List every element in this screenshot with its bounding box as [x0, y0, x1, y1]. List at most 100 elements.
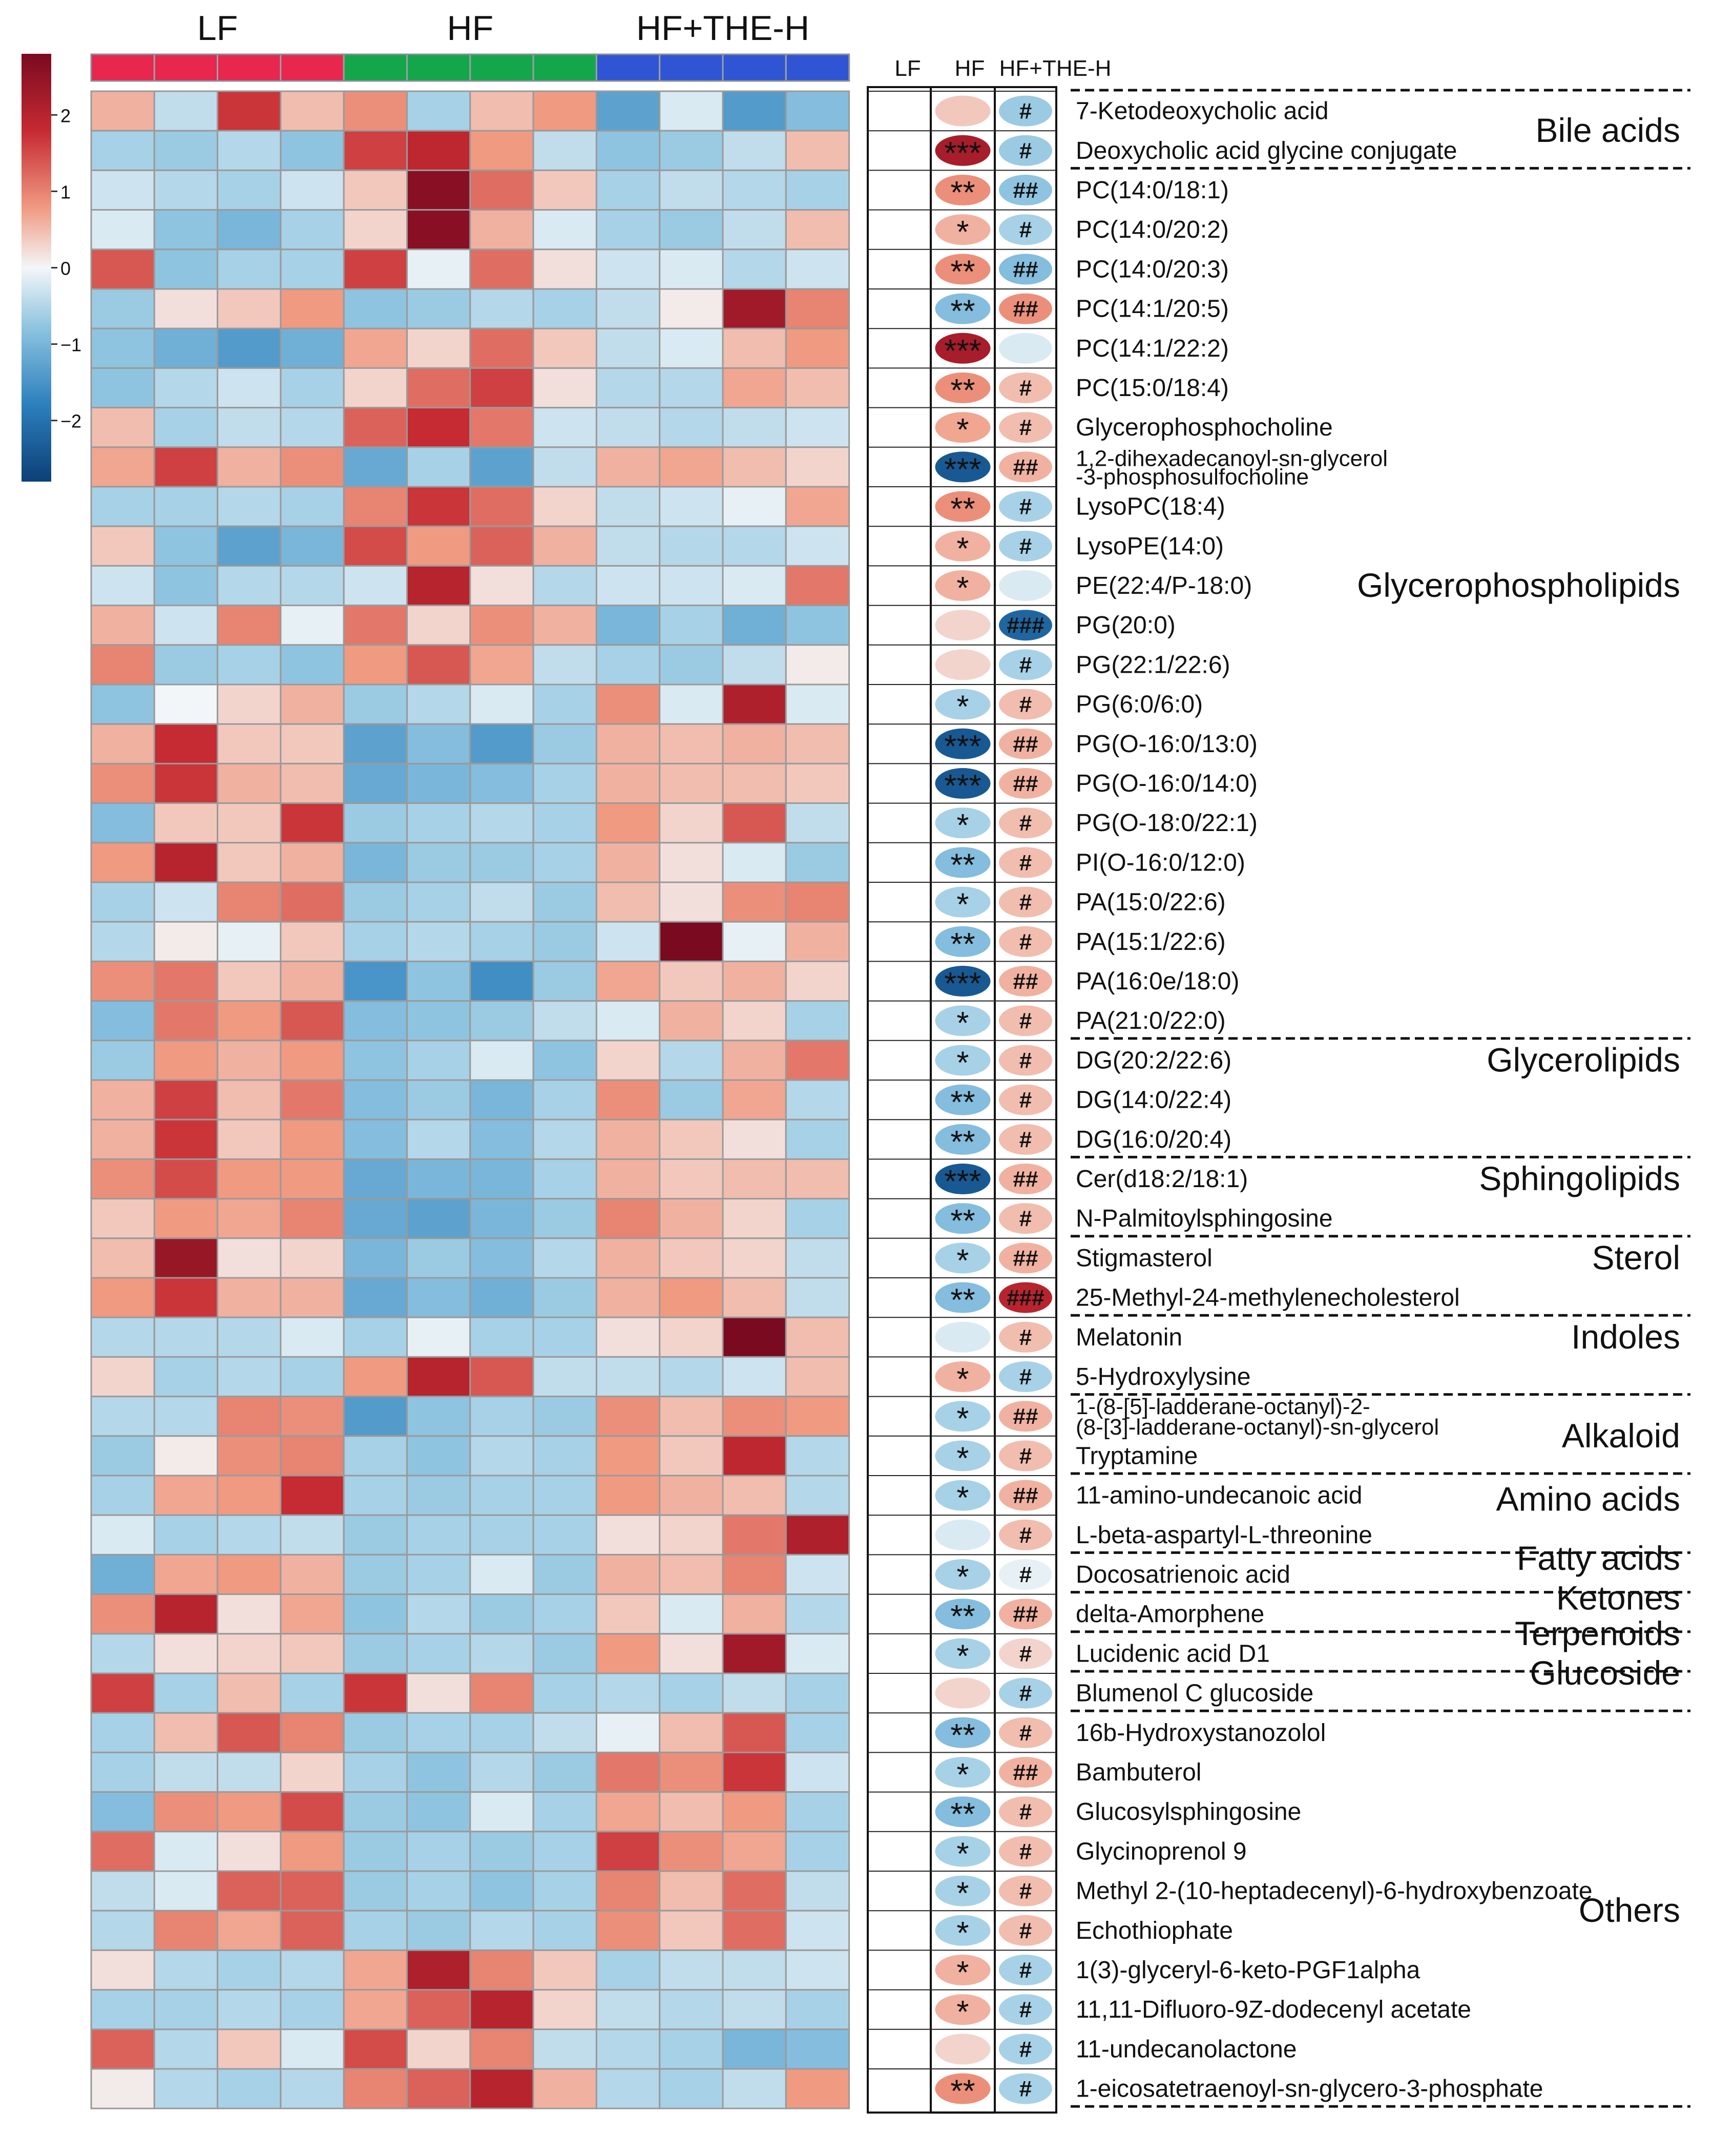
heatmap-cell — [90, 881, 155, 923]
heatmap-cell — [532, 1553, 597, 1595]
heatmap-cell — [595, 762, 661, 804]
sig-the-mark: ## — [1013, 771, 1038, 796]
heatmap-cell — [406, 2028, 471, 2070]
sig-the-ellipse — [999, 451, 1052, 483]
heatmap-cell — [90, 1989, 155, 2030]
heatmap-cell — [406, 1237, 471, 1279]
group-color-cell-lf — [153, 53, 219, 82]
heatmap-cell — [722, 1672, 787, 1714]
heatmap-cell — [280, 1356, 345, 1398]
metabolite-label: 11,11-Difluoro-9Z-dodecenyl acetate — [1076, 1996, 1471, 2023]
heatmap-cell — [90, 1593, 155, 1635]
sig-the-mark: # — [1019, 138, 1032, 163]
heatmap-cell — [406, 2068, 471, 2109]
heatmap-cell — [90, 90, 155, 132]
heatmap-cell — [595, 1751, 661, 1793]
sig-the-mark: # — [1019, 850, 1032, 875]
heatmap-cell — [469, 1593, 534, 1635]
heatmap-cell — [343, 644, 408, 686]
sig-the-mark: ## — [1013, 1483, 1038, 1508]
heatmap-cell — [532, 169, 597, 211]
heatmap-cell — [153, 327, 219, 369]
heatmap-cell — [153, 1356, 219, 1398]
heatmap-cell — [90, 842, 155, 883]
heatmap-cell — [217, 960, 282, 1002]
heatmap-cell — [343, 1435, 408, 1477]
heatmap-cell — [406, 1158, 471, 1200]
class-label-sterol: Sterol — [1592, 1238, 1680, 1276]
heatmap-cell — [343, 1079, 408, 1121]
heatmap-cell — [153, 1949, 219, 1991]
sig-hf-mark: ** — [950, 492, 975, 527]
sig-hf-ellipse — [935, 95, 991, 127]
heatmap-cell — [785, 683, 850, 725]
heatmap-cell — [532, 1475, 597, 1516]
metabolite-label: PG(20:0) — [1076, 612, 1176, 639]
heatmap-cell — [406, 1514, 471, 1556]
sig-hf-ellipse — [935, 1361, 991, 1392]
heatmap-cell — [785, 2068, 850, 2109]
heatmap-cell — [406, 1831, 471, 1872]
heatmap-cell — [343, 1237, 408, 1279]
heatmap-cell — [595, 1118, 661, 1160]
heatmap-cell — [343, 407, 408, 448]
class-label-glycerophospholipids: Glycerophospholipids — [1357, 566, 1680, 604]
heatmap-cell — [595, 486, 661, 527]
sig-hf-mark: * — [956, 808, 969, 843]
sig-hf-ellipse — [935, 1875, 991, 1906]
heatmap-cell — [785, 1435, 850, 1477]
heatmap-cell — [659, 921, 724, 962]
heatmap-cell — [722, 90, 787, 132]
heatmap-cell — [280, 486, 345, 527]
sig-the-mark: # — [1019, 1008, 1032, 1033]
heatmap-cell — [406, 209, 471, 251]
group-color-cell-lf — [90, 53, 155, 82]
sig-hf-ellipse — [935, 1677, 991, 1709]
heatmap-cell — [785, 881, 850, 923]
class-label-bile-acids: Bile acids — [1536, 111, 1680, 149]
sig-hf-ellipse — [935, 1164, 991, 1194]
heatmap-cell — [280, 1712, 345, 1753]
heatmap-cell — [595, 1237, 661, 1279]
sig-hf-mark: * — [956, 1481, 969, 1516]
heatmap-cell — [469, 407, 534, 448]
sig-hf-ellipse — [935, 847, 991, 878]
sig-the-ellipse — [999, 1796, 1052, 1828]
sig-the-mark: # — [1019, 1325, 1032, 1350]
heatmap-cell — [469, 367, 534, 409]
heatmap-cell — [406, 367, 471, 409]
heatmap-cell — [595, 683, 661, 725]
metabolite-label: N-Palmitoylsphingosine — [1076, 1205, 1333, 1232]
sig-the-ellipse — [999, 1480, 1052, 1511]
sig-the-mark: # — [1019, 1088, 1032, 1113]
heatmap-cell — [785, 644, 850, 686]
heatmap-cell — [785, 1672, 850, 1714]
group-color-cell-hf-the-h — [785, 53, 850, 82]
group-color-cell-hf-the-h — [659, 53, 724, 82]
heatmap-cell — [595, 525, 661, 567]
colorbar-tick-label: 1 — [60, 181, 71, 202]
heatmap-cell — [595, 367, 661, 409]
heatmap-cell — [659, 565, 724, 607]
heatmap-cell — [280, 288, 345, 329]
heatmap-cell — [280, 1277, 345, 1318]
heatmap-cell — [406, 1277, 471, 1318]
sig-the-ellipse — [999, 1994, 1052, 2025]
heatmap-cell — [90, 288, 155, 329]
sig-the-ellipse — [999, 1282, 1052, 1313]
heatmap-cell — [90, 1633, 155, 1674]
heatmap-cell — [785, 1712, 850, 1753]
heatmap-cell — [406, 1553, 471, 1595]
metabolite-label: DG(14:0/22:4) — [1076, 1087, 1231, 1114]
heatmap-cell — [90, 1751, 155, 1793]
heatmap-cell — [532, 1316, 597, 1358]
heatmap-cell — [90, 1000, 155, 1042]
heatmap-cell — [153, 842, 219, 883]
heatmap-cell — [722, 565, 787, 607]
class-label-ketones: Ketones — [1556, 1579, 1680, 1616]
heatmap-cell — [406, 921, 471, 962]
heatmap-cell — [722, 960, 787, 1002]
sig-the-mark: ## — [1013, 257, 1038, 282]
sig-hf-ellipse — [935, 254, 991, 285]
color-scale-legend: 2 1 0 −1 −2 — [22, 54, 81, 482]
